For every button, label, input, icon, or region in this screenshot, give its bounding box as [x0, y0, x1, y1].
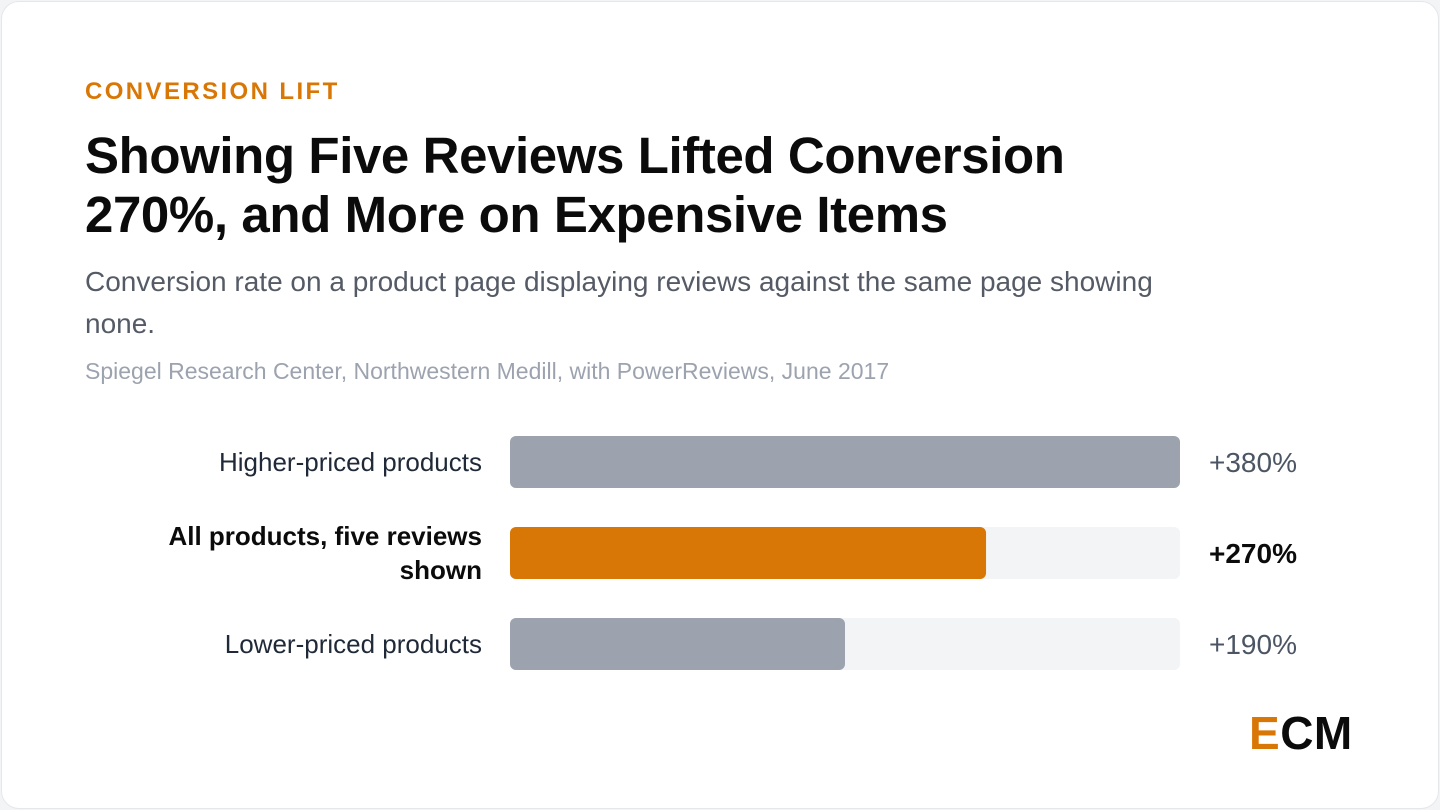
value-label: +190%: [1209, 629, 1297, 660]
category-label: All products, five reviews shown: [168, 521, 482, 585]
chart-eyebrow: CONVERSION LIFT: [85, 78, 340, 105]
chart-title: Showing Five Reviews Lifted Conversion 2…: [85, 127, 1065, 243]
chart-subtitle: Conversion rate on a product page displa…: [85, 266, 1153, 339]
logo-rest: CM: [1280, 707, 1353, 759]
category-label: Higher-priced products: [219, 447, 482, 477]
bar: [510, 618, 845, 670]
ecm-logo: ECM: [1249, 706, 1353, 760]
chart-source: Spiegel Research Center, Northwestern Me…: [85, 358, 890, 384]
value-label: +380%: [1209, 447, 1297, 478]
value-label: +270%: [1209, 538, 1297, 569]
logo-accent-letter: E: [1249, 707, 1281, 759]
bar: [510, 527, 987, 579]
bar: [510, 436, 1180, 488]
category-label: Lower-priced products: [225, 629, 482, 659]
